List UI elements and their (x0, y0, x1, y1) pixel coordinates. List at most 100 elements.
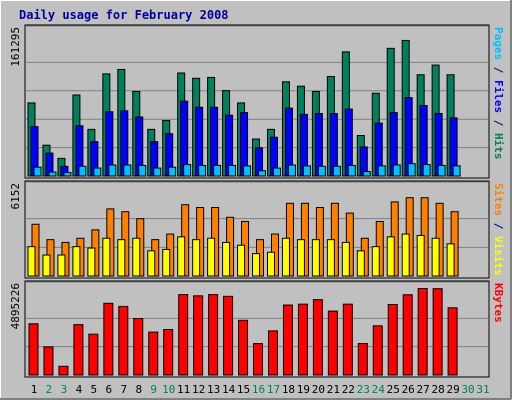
x-tick-label-21: 21 (327, 383, 340, 396)
pages-bar-26 (407, 163, 416, 177)
kbytes-bar-1 (28, 323, 39, 376)
kbytes-bar-21 (327, 310, 338, 376)
visits-bar-10 (162, 248, 171, 277)
x-tick-label-12: 12 (192, 383, 205, 396)
visits-bar-6 (102, 237, 111, 277)
pages-bar-28 (437, 164, 446, 177)
hits-files-pages-legend-part: Pages (492, 27, 505, 60)
pages-bar-24 (377, 165, 386, 177)
visits-bar-16 (252, 253, 261, 277)
pages-bar-2 (48, 171, 57, 177)
x-tick-label-6: 6 (106, 383, 113, 396)
pages-bar-1 (33, 166, 42, 177)
visits-bar-3 (57, 254, 66, 277)
x-tick-label-29: 29 (446, 383, 459, 396)
visits-bar-24 (371, 246, 380, 277)
x-tick-label-17: 17 (267, 383, 280, 396)
visits-bar-20 (311, 239, 320, 277)
kbytes-bar-15 (238, 319, 249, 376)
visits-bar-26 (401, 233, 410, 277)
visits-bar-29 (446, 243, 455, 277)
visits-bar-9 (147, 250, 156, 277)
pages-bar-8 (138, 164, 147, 177)
x-tick-label-8: 8 (135, 383, 142, 396)
x-tick-label-31: 31 (476, 383, 489, 396)
pages-bar-10 (168, 166, 177, 177)
kbytes-bar-7 (118, 305, 129, 376)
kbytes-bar-16 (253, 343, 264, 376)
kbytes-bar-8 (133, 318, 144, 376)
kbytes-bar-17 (267, 330, 278, 376)
visits-bar-27 (416, 234, 425, 277)
hits-files-pages-panel: 161295 Pages / Files / Hits (9, 24, 505, 179)
x-tick-label-7: 7 (120, 383, 127, 396)
visits-bar-21 (326, 239, 335, 277)
visits-bar-15 (237, 244, 246, 277)
x-tick-label-16: 16 (252, 383, 265, 396)
pages-bar-11 (183, 164, 192, 177)
x-axis-labels: 1 2 3 4 5 6 7 8 9 10 11 12 13 14 15 16 17 18 19 20 21 22 23 24 2… (31, 383, 490, 396)
kbytes-panel: 4895226 KBytes (9, 280, 505, 378)
visits-bar-18 (281, 237, 290, 277)
pages-bar-29 (452, 165, 461, 177)
kbytes-bar-24 (372, 325, 383, 376)
hits-files-pages-legend-part: / (492, 113, 505, 133)
kbytes-bar-18 (282, 304, 293, 376)
x-tick-label-15: 15 (237, 383, 250, 396)
x-tick-label-22: 22 (342, 383, 355, 396)
x-tick-label-30: 30 (461, 383, 474, 396)
x-tick-label-24: 24 (372, 383, 386, 396)
visits-bar-22 (341, 241, 350, 277)
hits-files-pages-ymax-label: 161295 (9, 27, 22, 67)
kbytes-bar-3 (58, 365, 69, 376)
kbytes-bar-23 (357, 343, 368, 376)
kbytes-bar-11 (178, 294, 189, 376)
kbytes-bar-10 (163, 329, 174, 376)
visits-bar-12 (192, 239, 201, 277)
x-tick-label-14: 14 (222, 383, 236, 396)
kbytes-bar-2 (43, 346, 54, 376)
x-tick-label-9: 9 (150, 383, 157, 396)
hits-files-pages-legend-label: Pages / Files / Hits (492, 27, 505, 160)
kbytes-legend-part: KBytes (492, 283, 505, 323)
pages-bar-17 (272, 167, 281, 177)
kbytes-bar-29 (447, 307, 458, 376)
pages-bar-18 (287, 164, 296, 177)
visits-bar-28 (431, 237, 440, 277)
hits-files-pages-legend-part: / (492, 60, 505, 80)
x-tick-label-1: 1 (31, 383, 38, 396)
sites-visits-legend-part: Sites (492, 183, 505, 216)
visits-bar-5 (87, 247, 96, 277)
visits-bar-2 (42, 254, 51, 277)
x-tick-label-11: 11 (177, 383, 190, 396)
visits-bar-8 (132, 237, 141, 277)
visits-bar-7 (117, 239, 126, 277)
x-tick-label-28: 28 (432, 383, 445, 396)
pages-bar-14 (228, 164, 237, 177)
pages-bar-16 (258, 170, 267, 177)
visits-bar-4 (72, 246, 81, 277)
visits-bar-19 (296, 239, 305, 277)
pages-bar-20 (317, 165, 326, 177)
hits-files-pages-legend-part: Files (492, 80, 505, 113)
chart-title: Daily usage for February 2008 (19, 8, 229, 22)
sites-visits-legend-part: / (492, 216, 505, 236)
x-tick-label-2: 2 (46, 383, 53, 396)
kbytes-bar-19 (297, 303, 308, 376)
pages-bar-13 (213, 164, 222, 177)
kbytes-bar-6 (103, 302, 114, 376)
kbytes-bar-27 (417, 288, 428, 376)
kbytes-bar-22 (342, 303, 353, 376)
x-tick-label-18: 18 (282, 383, 295, 396)
pages-bar-22 (347, 164, 356, 177)
x-tick-label-19: 19 (297, 383, 310, 396)
kbytes-bar-13 (208, 294, 219, 376)
pages-bar-19 (302, 165, 311, 177)
pages-bar-6 (108, 164, 117, 177)
pages-bar-12 (198, 164, 207, 177)
x-tick-label-26: 26 (402, 383, 415, 396)
x-tick-label-25: 25 (387, 383, 400, 396)
kbytes-bar-28 (432, 288, 443, 376)
